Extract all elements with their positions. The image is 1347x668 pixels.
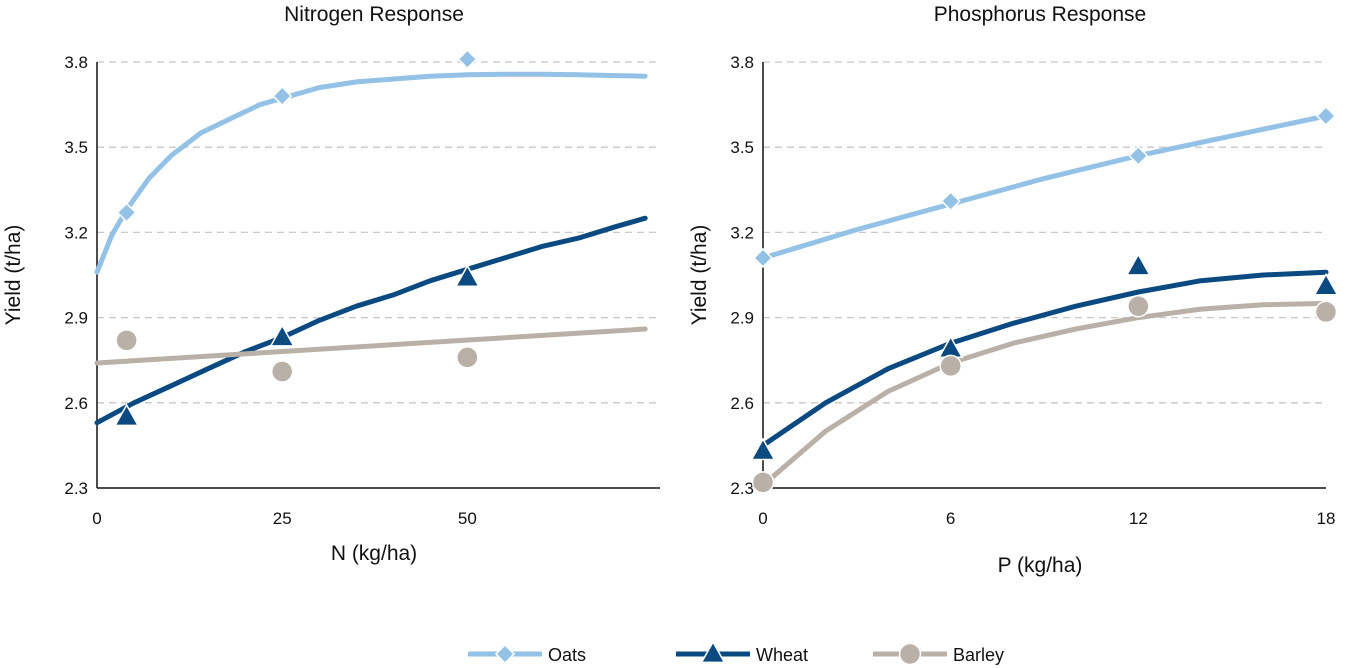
x-tick-label: 6 (946, 509, 955, 528)
legend-oats-marker (494, 643, 516, 665)
chart-title: Phosphorus Response (934, 3, 1146, 26)
barley-trend-line (760, 300, 1329, 488)
y-tick-label: 2.6 (730, 394, 754, 413)
x-tick-label: 25 (273, 509, 292, 528)
legend-barley-label: Barley (953, 645, 1004, 665)
y-tick-label: 3.5 (730, 138, 754, 157)
legend: Oats Wheat Barley (468, 640, 1004, 666)
oats-data-point (1315, 105, 1337, 127)
oats-data-point (457, 49, 478, 70)
y-tick-label: 2.3 (730, 479, 754, 498)
barley-data-point (1127, 294, 1150, 318)
y-axis-label: Yield (t/ha) (2, 225, 25, 326)
wheat-data-point (454, 264, 481, 287)
legend-barley-marker (898, 642, 922, 666)
oats-data-point (272, 86, 293, 107)
barley-trend-line (94, 326, 648, 366)
y-tick-label: 2.9 (64, 309, 88, 328)
legend-oats-label: Oats (548, 645, 586, 665)
y-tick-label: 2.3 (64, 479, 88, 498)
x-tick-label: 12 (1129, 509, 1148, 528)
x-tick-label: 50 (458, 509, 477, 528)
y-tick-label: 3.5 (64, 138, 88, 157)
oats-data-point (1128, 145, 1149, 166)
wheat-trend-line (94, 215, 648, 426)
y-tick-label: 3.2 (730, 223, 754, 242)
wheat-trend-line (760, 269, 1329, 448)
barley-data-point (1314, 300, 1338, 324)
wheat-data-point (269, 323, 295, 347)
wheat-data-point (1313, 272, 1339, 296)
nitrogen-panel: Nitrogen Response 2.3 2.6 2.9 3.2 3.5 3.8 0 25 50… (2, 3, 660, 565)
wheat-data-point (113, 403, 140, 427)
chart-title: Nitrogen Response (284, 3, 464, 26)
barley-data-point (939, 354, 962, 378)
phosphorus-panel: Phosphorus Response 2.3 2.6 2.9 3.2 3.5 3.8 0 6 1… (688, 3, 1339, 577)
y-tick-label: 3.8 (730, 53, 754, 72)
legend-wheat-label: Wheat (756, 645, 808, 665)
barley-data-point (456, 346, 479, 369)
legend-wheat-marker (700, 640, 726, 664)
barley-data-point (270, 360, 294, 383)
wheat-data-point (750, 437, 776, 461)
y-tick-label: 2.6 (64, 394, 88, 413)
y-tick-label: 2.9 (730, 309, 754, 328)
oats-data-point (116, 202, 137, 223)
x-tick-label: 0 (758, 509, 767, 528)
x-tick-label: 18 (1317, 509, 1336, 528)
oats-trend-line (94, 71, 648, 275)
oats-trend-line (760, 113, 1329, 261)
x-axis-label: N (kg/ha) (331, 542, 417, 565)
barley-data-point (115, 329, 138, 352)
oats-data-point (940, 191, 961, 212)
x-tick-label: 0 (92, 509, 101, 528)
oats-data-point (752, 247, 774, 269)
barley-data-point (751, 471, 775, 494)
x-axis-label: P (kg/ha) (998, 554, 1083, 577)
y-axis-label: Yield (t/ha) (688, 225, 711, 326)
wheat-data-point (1125, 252, 1152, 276)
y-tick-label: 3.8 (64, 53, 88, 72)
y-tick-label: 3.2 (64, 223, 88, 242)
